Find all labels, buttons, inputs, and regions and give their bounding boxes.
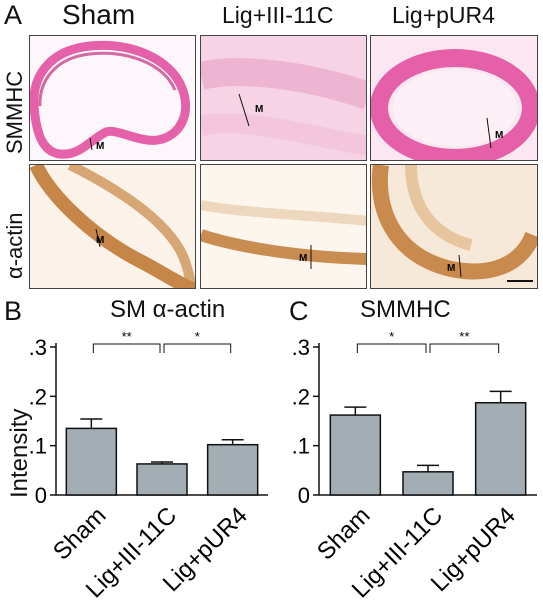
bar (329, 414, 382, 496)
column-title-lig-pur4: Lig+pUR4 (392, 2, 495, 28)
vessel-ring-actin-lig-pur4: M (371, 165, 537, 282)
micrograph-smmhc-sham: M (29, 35, 196, 161)
x-tick-label: Sham (312, 502, 375, 565)
y-tick-label: .2 (292, 384, 310, 409)
bar (474, 401, 527, 496)
media-marker: M (255, 104, 263, 115)
significance-stars: * (389, 329, 394, 344)
micrograph-actin-lig-pur4: M (370, 164, 538, 289)
media-marker: M (495, 130, 503, 141)
significance-bracket (163, 343, 232, 353)
row-label-alpha-actin: α-actin (2, 212, 27, 279)
vessel-ring-smmhc-lig-iii-11c: M (201, 58, 366, 156)
media-marker: M (447, 263, 455, 274)
y-tick-label: .1 (292, 434, 310, 459)
y-tick-label: 0 (298, 483, 310, 508)
column-title-lig-iii-11c: Lig+III-11C (222, 2, 334, 28)
y-tick-label: .3 (29, 335, 47, 360)
row-label-smmhc: SMMHC (2, 70, 27, 154)
bar (136, 463, 188, 496)
vessel-ring-actin-sham: M (30, 165, 195, 288)
y-tick-label: .3 (292, 335, 310, 360)
y-tick-label: 0 (35, 483, 47, 508)
micrograph-smmhc-lig-iii-11c: M (200, 35, 367, 161)
chart-c-title: SMMHC (360, 296, 451, 323)
media-marker: M (299, 253, 307, 264)
panel-c-letter: C (289, 296, 309, 326)
media-marker: M (96, 235, 104, 246)
significance-stars: * (195, 329, 200, 344)
significance-bracket (92, 343, 161, 353)
panel-b-letter: B (4, 296, 23, 326)
chart-b-title: SM α-actin (110, 296, 226, 323)
media-marker: M (96, 141, 104, 152)
column-title-sham: Sham (62, 0, 136, 30)
bar (65, 427, 118, 496)
significance-stars: ** (459, 329, 469, 344)
panel-a-letter: A (4, 0, 23, 30)
significance-bracket (356, 343, 427, 353)
micrograph-actin-sham: M (29, 164, 196, 289)
y-tick-label: .2 (29, 384, 47, 409)
bar (402, 471, 454, 496)
micrograph-smmhc-lig-pur4: M (370, 35, 538, 161)
y-tick-label: .1 (29, 434, 47, 459)
micrograph-actin-lig-iii-11c: M (200, 164, 367, 289)
x-tick-label: Sham (48, 502, 111, 565)
vessel-ring-actin-lig-iii-11c: M (201, 200, 366, 269)
vessel-ring-smmhc-sham: M (30, 40, 191, 159)
significance-stars: ** (122, 329, 132, 344)
significance-bracket (429, 343, 500, 353)
vessel-ring-smmhc-lig-pur4: M (371, 49, 537, 160)
bar (206, 443, 259, 496)
